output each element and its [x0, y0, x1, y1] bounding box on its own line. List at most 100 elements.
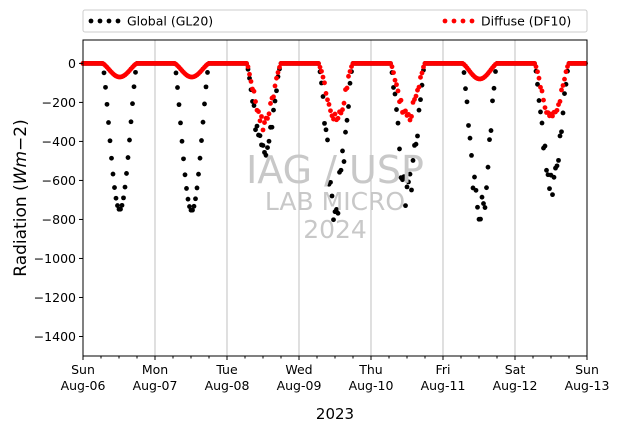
data-point-global [346, 104, 351, 109]
data-point-global [178, 120, 183, 126]
x-tick-label-day: Mon [142, 362, 168, 377]
data-point-diffuse [560, 83, 566, 88]
data-point-global [335, 210, 341, 216]
x-tick-label-day: Tue [215, 362, 238, 377]
data-point-diffuse [257, 118, 263, 124]
x-tick-label-day: Fri [436, 362, 451, 377]
data-point-global [122, 184, 128, 190]
x-tick-label-date: Aug-08 [205, 378, 250, 393]
data-point-global [538, 109, 543, 115]
data-point-global [124, 171, 129, 176]
data-point-global [490, 98, 495, 104]
data-point-diffuse [271, 94, 276, 100]
data-point-global [107, 138, 113, 144]
x-tick-label-day: Wed [285, 362, 312, 377]
y-tick-label: −600 [42, 173, 76, 188]
data-point-global [410, 158, 416, 163]
data-point-global [413, 141, 419, 147]
data-point-diffuse [328, 108, 333, 114]
data-point-global [199, 138, 204, 143]
data-point-global [191, 203, 197, 209]
data-point-diffuse [557, 98, 563, 104]
data-point-diffuse [260, 127, 266, 133]
data-point-global [179, 138, 185, 144]
data-point-global [251, 103, 257, 108]
data-point-diffuse [248, 79, 254, 84]
data-point-diffuse [550, 113, 555, 119]
data-point-diffuse [541, 97, 546, 103]
data-point-diffuse [341, 100, 347, 106]
legend-marker [97, 18, 103, 24]
data-point-global [128, 119, 134, 125]
x-tick-label-day: Thu [358, 362, 382, 377]
data-point-diffuse [533, 64, 539, 70]
legend-marker [460, 18, 466, 24]
data-point-global [409, 187, 414, 193]
data-point-global [466, 123, 471, 128]
data-point-global [415, 133, 420, 139]
data-point-diffuse [325, 97, 330, 103]
y-tick-label: −1000 [34, 251, 76, 266]
data-point-global [467, 135, 473, 141]
data-point-global [559, 129, 564, 135]
data-point-diffuse [542, 105, 548, 110]
data-point-global [469, 152, 474, 158]
data-point-global [109, 155, 114, 161]
data-point-diffuse [268, 101, 273, 106]
data-point-global [397, 146, 402, 152]
data-point-diffuse [538, 84, 543, 90]
data-point-global [395, 120, 401, 126]
data-point-global [184, 186, 189, 191]
data-point-global [118, 206, 123, 212]
data-point-global [536, 98, 542, 103]
data-point-global [392, 91, 398, 97]
data-point-global [115, 203, 120, 208]
data-point-diffuse [317, 64, 323, 70]
data-point-global [404, 184, 410, 190]
x-tick-label-date: Aug-09 [277, 378, 322, 393]
data-point-diffuse [391, 70, 396, 75]
data-point-global [406, 179, 411, 185]
y-tick-label: 0 [68, 56, 76, 71]
data-point-global [401, 174, 407, 180]
data-point-global [416, 107, 422, 113]
data-point-diffuse [332, 111, 338, 117]
data-point-diffuse [413, 93, 419, 99]
data-point-global [551, 174, 557, 180]
data-point-global [325, 137, 330, 143]
data-point-diffuse [256, 109, 261, 114]
data-point-global [539, 120, 545, 126]
data-point-global [391, 85, 396, 90]
data-point-global [328, 179, 333, 185]
data-point-global [340, 148, 345, 154]
y-tick-label: −200 [42, 95, 76, 110]
data-point-diffuse [344, 85, 350, 91]
data-point-diffuse [398, 97, 404, 103]
data-point-diffuse [392, 77, 398, 83]
data-point-diffuse [562, 76, 567, 82]
data-point-global [344, 117, 350, 123]
data-point-diffuse [316, 61, 321, 66]
data-point-global [131, 84, 137, 90]
legend-label: Diffuse (DF10) [481, 14, 571, 29]
data-point-global [274, 88, 279, 94]
x-tick-label-date: Aug-07 [133, 378, 178, 393]
data-point-global [265, 145, 270, 150]
data-point-global [121, 195, 126, 201]
legend-marker [451, 18, 457, 24]
axis-ticks: 0−200−400−600−800−1000−1200−1400SunAug-0… [34, 56, 610, 393]
data-point-global [266, 138, 272, 144]
data-point-global [481, 201, 486, 206]
data-point-diffuse [277, 64, 282, 70]
legend-frame [82, 9, 588, 33]
grid-lines [154, 40, 516, 356]
data-point-diffuse [389, 64, 395, 70]
data-point-global [253, 127, 258, 133]
data-point-diffuse [419, 70, 425, 76]
data-point-diffuse [322, 80, 327, 86]
data-point-global [334, 207, 339, 212]
data-point-global [403, 203, 408, 209]
data-point-global [200, 119, 206, 125]
data-point-global [347, 80, 353, 86]
watermark-line-3: 2024 [303, 215, 367, 244]
